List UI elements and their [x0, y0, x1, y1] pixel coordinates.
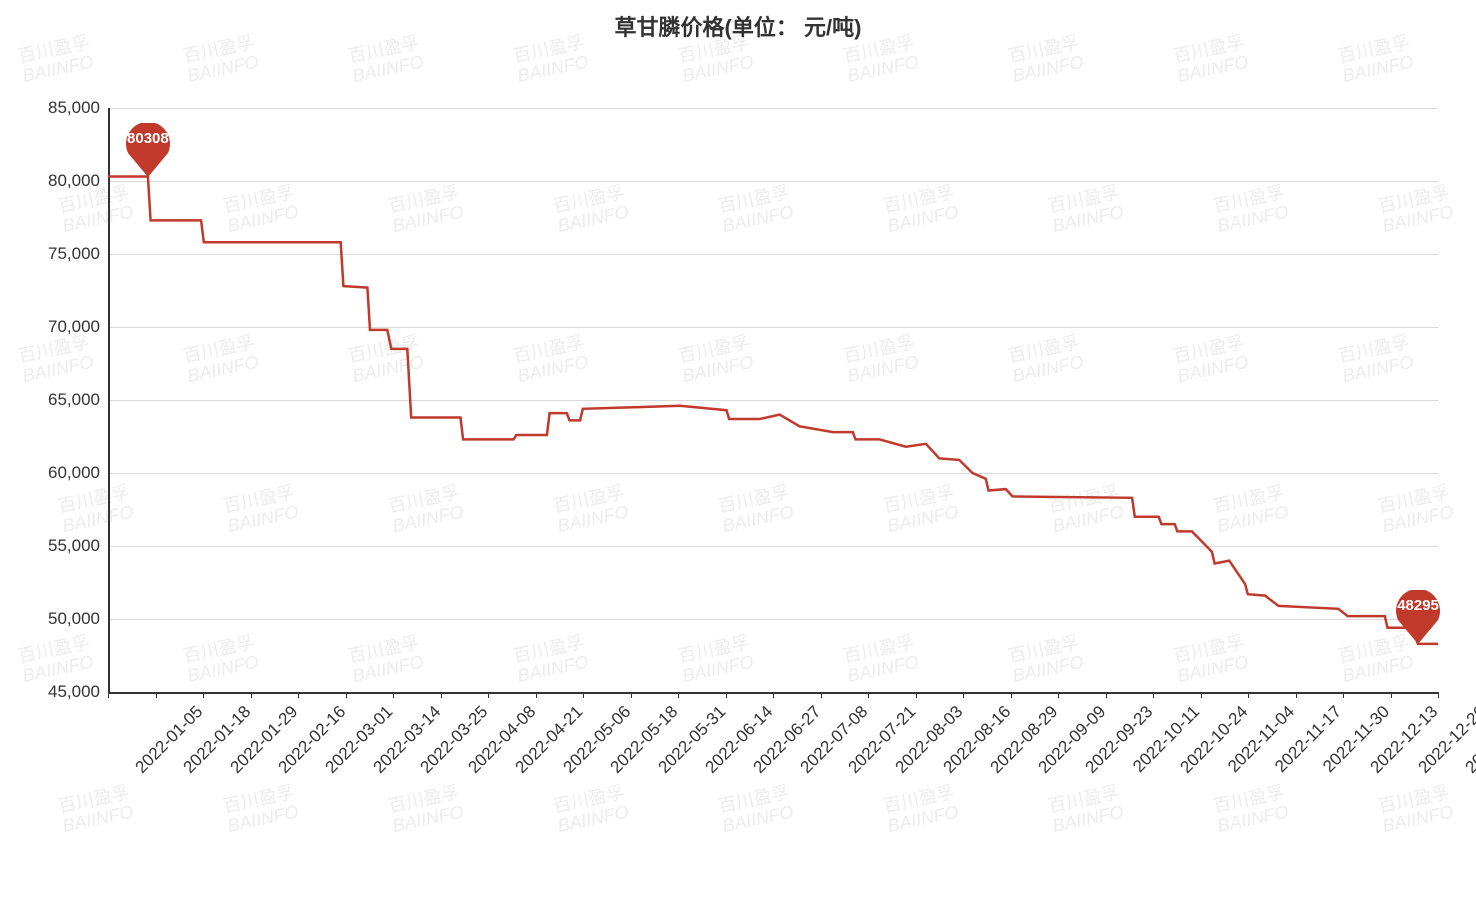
x-tick: [251, 692, 252, 698]
x-tick: [1058, 692, 1059, 698]
watermark: 百川盈孚BAIINFO: [552, 783, 631, 837]
x-tick: [203, 692, 204, 698]
value-marker: 48295: [1418, 590, 1450, 644]
x-tick: [1343, 692, 1344, 698]
watermark: 百川盈孚BAIINFO: [387, 783, 466, 837]
watermark: 百川盈孚BAIINFO: [882, 783, 961, 837]
y-tick-label: 50,000: [48, 609, 108, 629]
x-tick: [963, 692, 964, 698]
watermark: 百川盈孚BAIINFO: [1047, 783, 1126, 837]
watermark: 百川盈孚BAIINFO: [717, 783, 796, 837]
watermark: 百川盈孚BAIINFO: [17, 333, 96, 387]
x-tick: [1296, 692, 1297, 698]
plot-area: 45,00050,00055,00060,00065,00070,00075,0…: [108, 108, 1438, 692]
x-tick: [346, 692, 347, 698]
x-tick: [773, 692, 774, 698]
y-tick-label: 75,000: [48, 244, 108, 264]
x-tick: [1106, 692, 1107, 698]
x-tick: [678, 692, 679, 698]
watermark: 百川盈孚BAIINFO: [57, 783, 136, 837]
y-tick-label: 45,000: [48, 682, 108, 702]
x-tick: [1248, 692, 1249, 698]
x-tick: [1438, 692, 1439, 698]
x-tick: [631, 692, 632, 698]
x-tick: [393, 692, 394, 698]
y-tick-label: 55,000: [48, 536, 108, 556]
x-tick: [726, 692, 727, 698]
x-tick: [821, 692, 822, 698]
x-tick: [1153, 692, 1154, 698]
x-tick: [916, 692, 917, 698]
series-line: [108, 108, 1438, 692]
x-tick: [536, 692, 537, 698]
watermark: 百川盈孚BAIINFO: [1377, 783, 1456, 837]
y-tick-label: 60,000: [48, 463, 108, 483]
y-tick-label: 85,000: [48, 98, 108, 118]
x-tick: [156, 692, 157, 698]
value-marker: 80308: [148, 123, 180, 177]
x-tick: [298, 692, 299, 698]
price-line-chart: 百川盈孚BAIINFO 百川盈孚BAIINFO 百川盈孚BAIINFO 百川盈孚BAI…: [0, 0, 1476, 900]
watermark: 百川盈孚BAIINFO: [222, 783, 301, 837]
x-tick: [1011, 692, 1012, 698]
y-tick-label: 65,000: [48, 390, 108, 410]
chart-title: 草甘膦价格(单位： 元/吨): [0, 10, 1476, 42]
x-tick: [488, 692, 489, 698]
watermark: 百川盈孚BAIINFO: [17, 633, 96, 687]
y-tick-label: 80,000: [48, 171, 108, 191]
y-tick-label: 70,000: [48, 317, 108, 337]
x-tick: [583, 692, 584, 698]
x-tick: [1201, 692, 1202, 698]
x-tick: [441, 692, 442, 698]
x-tick: [868, 692, 869, 698]
x-tick: [1391, 692, 1392, 698]
watermark: 百川盈孚BAIINFO: [1212, 783, 1291, 837]
x-tick: [108, 692, 109, 698]
